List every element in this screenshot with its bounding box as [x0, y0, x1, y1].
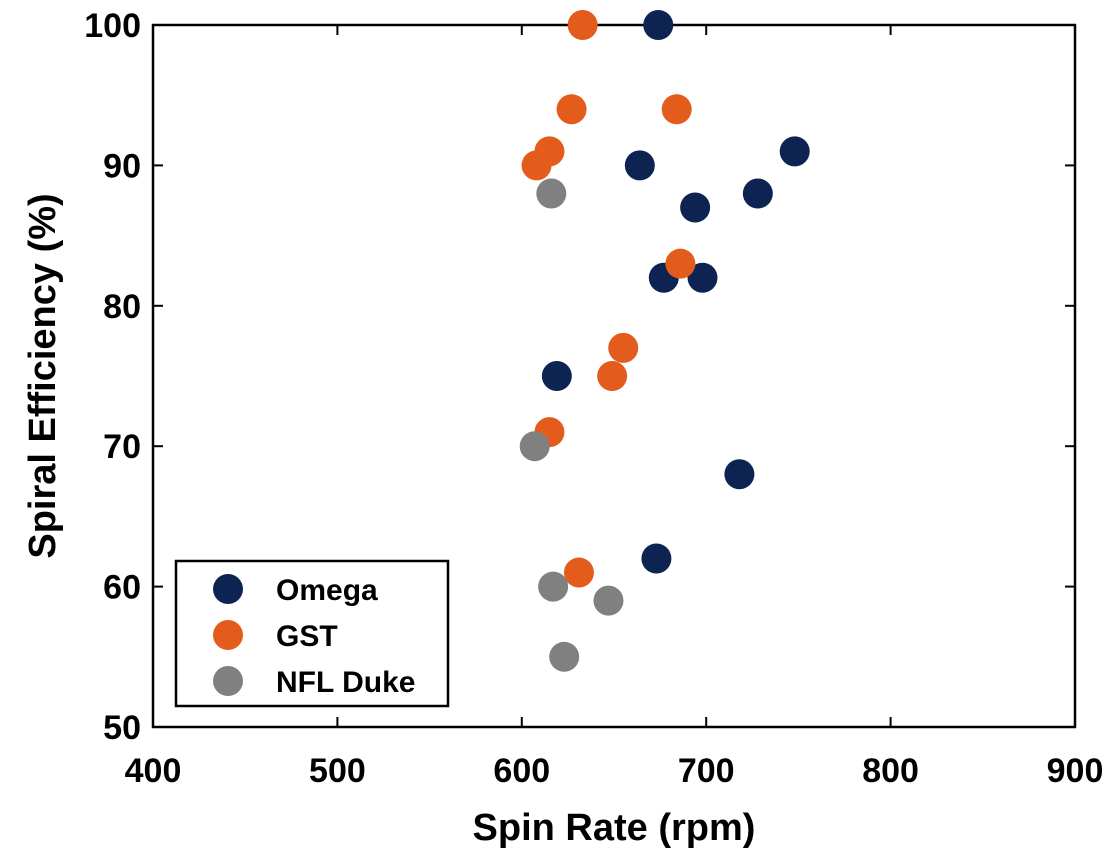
x-tick-label: 800	[862, 752, 919, 790]
legend-label: Omega	[276, 574, 378, 607]
y-tick-label: 100	[84, 7, 141, 45]
data-point	[680, 192, 711, 223]
data-point	[538, 571, 569, 602]
data-point	[519, 431, 550, 462]
data-point	[665, 248, 696, 279]
data-point	[593, 585, 624, 616]
legend-marker	[213, 620, 243, 650]
legend-marker	[213, 574, 243, 604]
y-tick-label: 80	[103, 288, 141, 326]
series-nfl-duke	[519, 178, 624, 672]
data-point	[661, 94, 692, 125]
data-point	[597, 361, 628, 391]
data-points	[519, 10, 810, 672]
y-tick-label: 60	[103, 569, 141, 607]
x-tick-label: 600	[493, 752, 550, 790]
data-point	[549, 641, 580, 672]
data-point	[536, 178, 567, 209]
y-axis-label: Spiral Efficiency (%)	[22, 193, 64, 558]
data-point	[567, 10, 598, 40]
data-point	[641, 543, 672, 574]
data-point	[643, 10, 674, 40]
x-tick-label: 500	[309, 752, 366, 790]
data-point	[779, 136, 810, 167]
x-tick-label: 700	[678, 752, 735, 790]
data-point	[687, 262, 718, 293]
data-point	[742, 178, 773, 209]
legend: Omega GST NFL Duke	[174, 559, 450, 708]
data-point	[541, 361, 572, 391]
data-point	[608, 332, 639, 363]
axis-ticks: 400 500 600 700 800 900 50 60 70 80 90 100	[84, 7, 1103, 790]
data-point	[724, 459, 755, 490]
series-omega	[541, 10, 810, 574]
x-axis-label: Spin Rate (rpm)	[473, 807, 756, 848]
legend-label: NFL Duke	[276, 666, 415, 699]
data-point	[563, 557, 594, 588]
y-tick-label: 90	[103, 147, 141, 185]
y-tick-label: 70	[103, 428, 141, 466]
legend-marker	[213, 666, 243, 696]
y-tick-label: 50	[103, 709, 141, 747]
data-point	[556, 94, 587, 125]
x-tick-label: 400	[125, 752, 182, 790]
data-point	[624, 150, 655, 181]
data-point	[521, 150, 552, 181]
legend-label: GST	[276, 620, 338, 653]
x-tick-label: 900	[1047, 752, 1104, 790]
